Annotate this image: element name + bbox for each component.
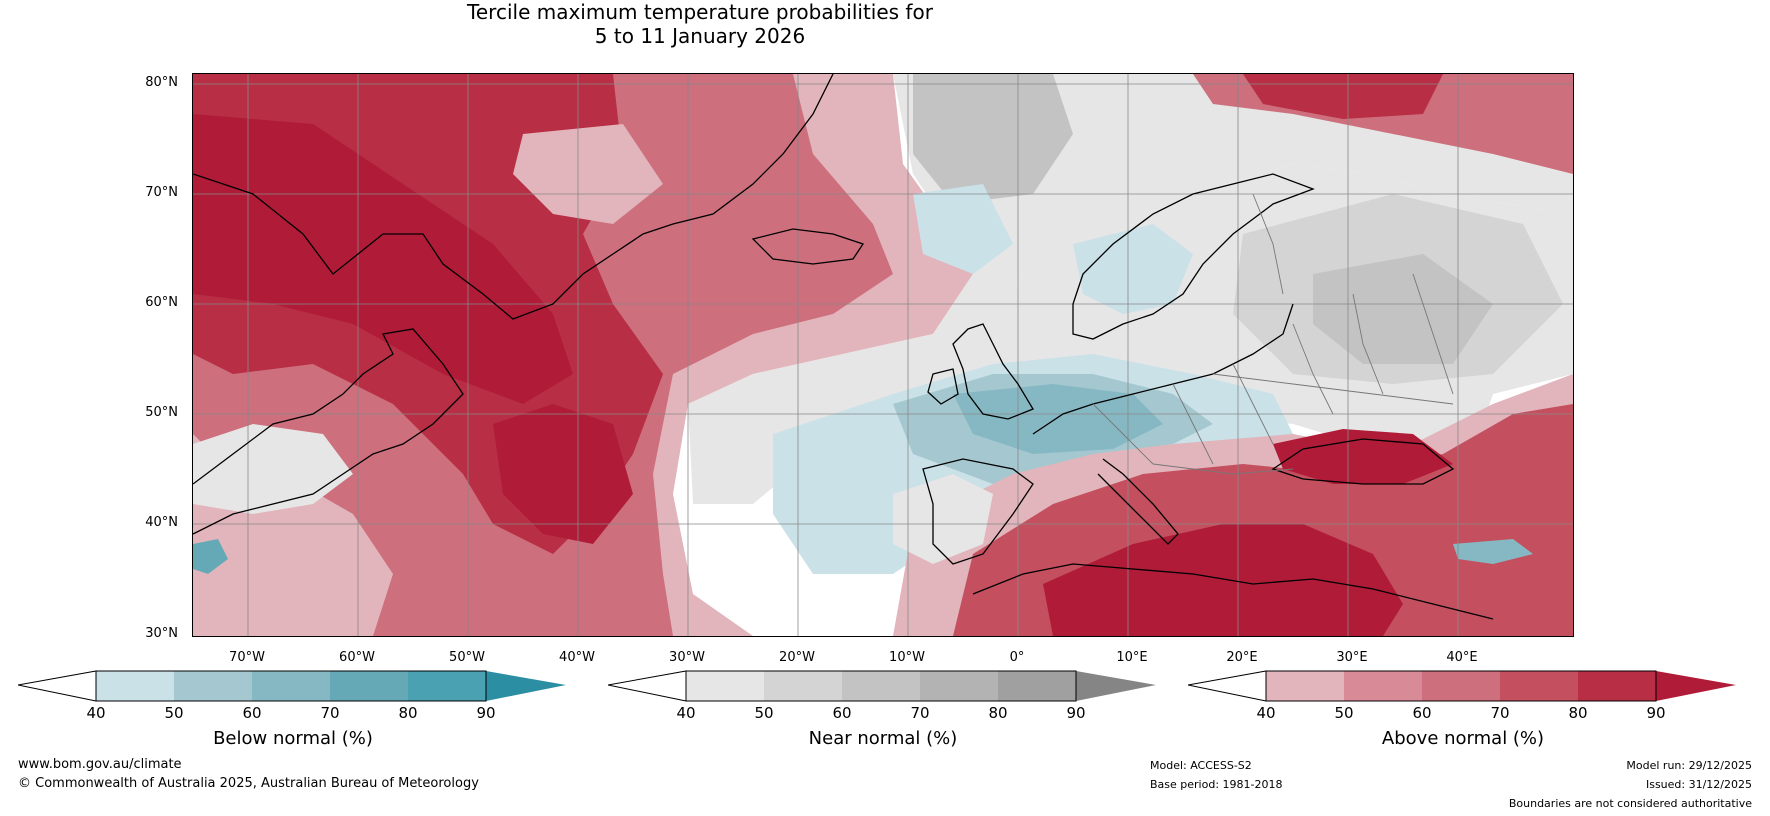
region-below-60-france [953, 384, 1163, 454]
colorbar-near-high-arrow [1076, 671, 1156, 701]
colorbar-below-seg-3 [330, 671, 408, 701]
colorbar-near-tick: 60 [832, 704, 852, 722]
colorbar-above-seg-3 [1500, 671, 1578, 701]
lon-label-20e: 20°E [1226, 650, 1258, 665]
map-title: Tercile maximum temperature probabilitie… [0, 0, 1400, 48]
country-borders [1092, 193, 1454, 475]
lon-label-20w: 20°W [779, 650, 815, 665]
colorbar-above-seg-1 [1344, 671, 1422, 701]
colorbar-near-tick: 80 [988, 704, 1008, 722]
graticule [193, 74, 1573, 636]
footer-website: www.bom.gov.au/climate [18, 757, 182, 772]
colorbar-near-low-arrow [607, 670, 687, 702]
lat-label-70n: 70°N [145, 185, 178, 200]
colorbar-above-tick: 70 [1490, 704, 1510, 722]
colorbar-near-tick: 70 [910, 704, 930, 722]
region-below-60-west-spot [193, 539, 228, 574]
lon-label-0: 0° [1009, 650, 1025, 665]
title-line-1: Tercile maximum temperature probabilitie… [467, 0, 933, 24]
footer-base-period: Base period: 1981-2018 [1150, 778, 1283, 791]
colorbar-below-tick: 60 [242, 704, 262, 722]
colorbar-below-seg-4 [408, 671, 486, 701]
colorbar-below-tick: 40 [86, 704, 106, 722]
footer-model: Model: ACCESS-S2 [1150, 759, 1252, 772]
colorbar-above-low-arrow [1187, 670, 1267, 702]
region-above-90-west [193, 114, 573, 404]
colorbar-above-tick: 60 [1412, 704, 1432, 722]
colorbar-near-seg-4 [998, 671, 1076, 701]
region-near-60-arctic [913, 74, 1073, 204]
colorbar-above-svg [1187, 670, 1736, 702]
region-above-90-northafrica [1043, 524, 1403, 636]
lat-label-80n: 80°N [145, 75, 178, 90]
colorbar-below-tick: 50 [164, 704, 184, 722]
colorbar-below-title: Below normal (%) [213, 728, 373, 749]
colorbar-near-tick: 40 [676, 704, 696, 722]
region-above-90-atlantic [493, 404, 633, 544]
colorbar-near-seg-1 [764, 671, 842, 701]
colorbar-below-seg-1 [174, 671, 252, 701]
footer-copyright: © Commonwealth of Australia 2025, Austra… [18, 776, 479, 791]
colorbar-below-low-arrow [17, 670, 97, 702]
colorbar-above-title: Above normal (%) [1381, 728, 1545, 749]
colorbar-below-tick: 80 [398, 704, 418, 722]
colorbar-below-tick: 90 [476, 704, 496, 722]
region-above-80-barents [1243, 74, 1443, 119]
title-line-2: 5 to 11 January 2026 [594, 24, 806, 48]
lat-label-50n: 50°N [145, 405, 178, 420]
lon-label-40e: 40°E [1446, 650, 1478, 665]
map-svg [193, 74, 1573, 636]
colorbar-above-tick: 50 [1334, 704, 1354, 722]
lon-label-60w: 60°W [339, 650, 375, 665]
lat-label-30n: 30°N [145, 626, 178, 641]
colorbar-near-seg-2 [842, 671, 920, 701]
footer-disclaimer: Boundaries are not considered authoritat… [1508, 797, 1752, 810]
lon-label-30e: 30°E [1336, 650, 1368, 665]
lat-label-60n: 60°N [145, 295, 178, 310]
colorbar-near-title: Near normal (%) [808, 728, 958, 749]
colorbar-above-tick: 80 [1568, 704, 1588, 722]
lon-label-70w: 70°W [229, 650, 265, 665]
region-below-40-norwegiansea [913, 184, 1013, 274]
coastlines [193, 74, 1494, 620]
colorbar-near-svg [607, 670, 1156, 702]
colorbar-near-normal: 40 50 60 70 80 90 [607, 668, 1158, 740]
region-near-40-canada [193, 424, 353, 514]
region-below-50-turkey [1453, 539, 1533, 564]
colorbar-near-tick: 90 [1066, 704, 1086, 722]
region-below-40-scandinavia [1073, 224, 1193, 314]
footer-issued: Issued: 31/12/2025 [1645, 778, 1752, 791]
region-near-60-europe [1313, 254, 1493, 364]
lon-label-10w: 10°W [889, 650, 925, 665]
colorbar-above-seg-2 [1422, 671, 1500, 701]
colorbar-above-seg-4 [1578, 671, 1656, 701]
lon-label-10e: 10°E [1116, 650, 1148, 665]
colorbar-below-seg-0 [96, 671, 174, 701]
colorbar-below-tick: 70 [320, 704, 340, 722]
colorbar-below-seg-2 [252, 671, 330, 701]
lon-label-50w: 50°W [449, 650, 485, 665]
colorbar-below-high-arrow [486, 671, 566, 701]
colorbar-above-tick: 40 [1256, 704, 1276, 722]
lon-label-30w: 30°W [669, 650, 705, 665]
lon-label-40w: 40°W [559, 650, 595, 665]
region-above-40-greenland [513, 124, 663, 224]
lat-label-40n: 40°N [145, 515, 178, 530]
footer-model-run: Model run: 29/12/2025 [1626, 759, 1752, 772]
region-near-40-iberia [893, 474, 993, 564]
probability-map [192, 73, 1574, 637]
colorbar-below-svg [17, 670, 566, 702]
colorbar-near-tick: 50 [754, 704, 774, 722]
colorbar-above-seg-0 [1266, 671, 1344, 701]
colorbar-near-seg-0 [686, 671, 764, 701]
colorbar-above-tick: 90 [1646, 704, 1666, 722]
colorbar-above-high-arrow [1656, 671, 1736, 701]
colorbar-below-normal: 40 50 60 70 80 90 [17, 668, 568, 740]
colorbar-near-seg-3 [920, 671, 998, 701]
colorbar-above-normal: 40 50 60 70 80 90 [1187, 668, 1738, 740]
